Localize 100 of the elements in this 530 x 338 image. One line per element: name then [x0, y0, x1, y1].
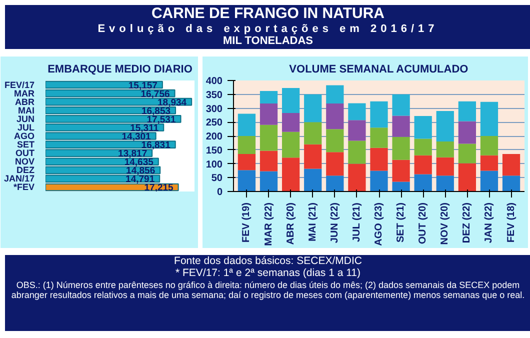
x-tick-label: ABR (20)	[285, 202, 296, 245]
y-tick-label: AGO	[14, 131, 35, 141]
x-tick-label: NOV (20)	[440, 202, 451, 245]
bar	[326, 176, 344, 192]
y-tick-label: MAR	[14, 88, 35, 98]
y-tick-label: NOV	[14, 156, 35, 167]
source-note: Fonte dos dados básicos: SECEX/MDIC	[173, 255, 363, 268]
bar	[282, 88, 300, 113]
bar	[502, 154, 520, 176]
bar	[414, 155, 432, 174]
x-tick-label: JUN (22)	[329, 202, 340, 244]
bar	[436, 176, 454, 192]
bar	[304, 122, 322, 144]
bar	[436, 111, 454, 142]
y-tick-label: 350	[206, 90, 223, 101]
bar	[304, 144, 322, 169]
bar	[348, 164, 366, 192]
data-label: 13,817	[118, 148, 148, 160]
data-label: 16,831	[141, 140, 172, 152]
chart-title: VOLUME SEMANAL ACUMULADO	[289, 64, 469, 76]
bar	[370, 148, 388, 171]
y-tick-label: SET	[16, 140, 35, 150]
bar	[260, 91, 278, 104]
bar	[260, 171, 278, 192]
data-label: 14,301	[122, 132, 152, 142]
text: OBS.: (1) Números entre parênteses no gráfico à direita: número de dias úteis do mês; (2) dados semanais da SECEX podem abranger resultados relativos a mais de uma semana; daí o registro de meses com (aparentemente) menos semanas que o real.	[10, 280, 526, 300]
text: * FEV/17: 1ª e 2ª semanas (dias 1 a 11)	[174, 266, 362, 280]
bar	[414, 116, 432, 139]
y-tick-label: OUT	[16, 148, 35, 158]
bar	[502, 176, 520, 192]
bar	[414, 138, 432, 156]
x-tick-label: AGO (23)	[374, 202, 384, 246]
bar	[436, 142, 454, 158]
bar	[304, 168, 322, 192]
bar	[370, 128, 388, 148]
text: MIL TONELADAS	[222, 35, 314, 48]
y-tick-label: 400	[206, 76, 223, 87]
x-tick-label: JUL (21)	[351, 202, 362, 242]
y-tick-label: 250	[206, 118, 223, 129]
bar	[392, 94, 410, 116]
bar	[348, 103, 366, 120]
y-tick-label: 200	[206, 132, 223, 142]
bar	[436, 157, 454, 176]
bar	[260, 150, 278, 172]
y-tick-label: 0	[216, 187, 223, 198]
bar	[326, 152, 344, 176]
data-label: 16,756	[140, 88, 170, 100]
bar	[458, 163, 476, 192]
bar	[326, 85, 344, 104]
bar	[392, 182, 410, 192]
bar	[458, 144, 476, 164]
bar	[480, 136, 498, 156]
x-tick-label: DEZ (22)	[462, 202, 473, 244]
bar	[458, 101, 476, 122]
bar	[392, 116, 410, 137]
bar	[238, 170, 256, 192]
y-tick-label: 50	[211, 173, 223, 184]
y-tick-label: FEV/17	[4, 80, 34, 90]
y-tick-label: JUN	[16, 114, 35, 124]
bar	[238, 136, 256, 154]
x-tick-label: JAN (22)	[484, 202, 495, 244]
bar	[414, 174, 432, 192]
data-label: 15,311	[130, 122, 160, 134]
bar	[348, 140, 366, 164]
y-tick-label: MAI	[18, 105, 35, 116]
y-tick-label: 300	[206, 104, 223, 115]
bar	[282, 158, 300, 192]
chart-title: EMBARQUE MEDIO DIARIO	[48, 64, 193, 76]
bar	[282, 132, 300, 158]
bar	[348, 120, 366, 141]
bar	[326, 129, 344, 152]
bar	[392, 160, 410, 182]
bar	[238, 154, 256, 170]
data-label: 17,531	[146, 114, 176, 126]
x-tick-label: SET (21)	[396, 202, 407, 243]
y-tick-label: DEZ	[16, 165, 35, 176]
bar	[480, 102, 498, 136]
data-label: 15,157	[128, 80, 158, 92]
text: Evolução das exportações em 2016/17	[98, 22, 438, 36]
text: CARNE DE FRANGO IN NATURA	[150, 5, 386, 23]
y-tick-label: 150	[206, 145, 223, 156]
bar	[260, 124, 278, 151]
data-label: 18,934	[158, 97, 188, 108]
bar	[260, 104, 278, 125]
data-label: 14,791	[126, 174, 156, 186]
bar	[458, 121, 476, 144]
data-label: 14,635	[124, 157, 154, 168]
bar	[480, 155, 498, 171]
y-tick-label: JAN/17	[4, 174, 34, 184]
bar	[370, 170, 388, 192]
bar	[392, 136, 410, 160]
y-tick-label: *FEV	[13, 182, 35, 192]
y-tick-label: JUL	[18, 122, 35, 132]
bar	[282, 112, 300, 132]
bar	[238, 114, 256, 136]
data-label: 14,856	[126, 166, 156, 177]
x-tick-label: OUT (20)	[418, 202, 429, 244]
bar	[326, 104, 344, 130]
data-label: 16,853	[141, 106, 171, 117]
y-tick-label: 100	[206, 159, 223, 170]
